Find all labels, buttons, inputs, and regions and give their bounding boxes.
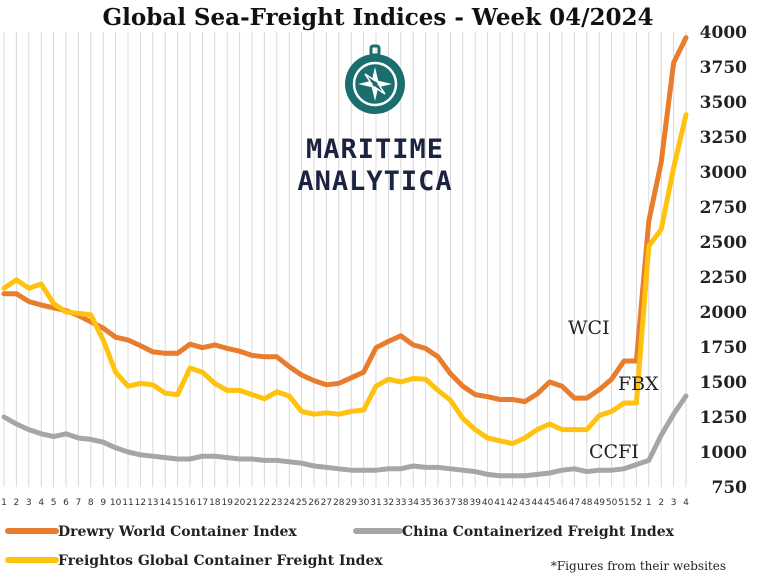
- logo-line-2: ANALYTICA: [297, 166, 452, 197]
- series-lines: [1, 35, 689, 479]
- x-tick-label: 30: [358, 498, 370, 508]
- x-tick-label: 38: [457, 498, 469, 508]
- x-tick-label: 44: [531, 498, 543, 508]
- x-tick-label: 11: [122, 498, 133, 508]
- x-tick-label: 16: [184, 498, 196, 508]
- x-tick-label: 2: [14, 498, 20, 508]
- x-tick-label: 17: [197, 498, 208, 508]
- series-line-fbx: [1, 112, 689, 447]
- logo-line-1: MARITIME: [306, 134, 444, 165]
- legend-label-ccfi: China Containerized Freight Index: [402, 524, 675, 540]
- x-tick-label: 8: [88, 498, 94, 508]
- x-tick-label: 3: [26, 498, 32, 508]
- legend-item-wci: Drewry World Container Index: [5, 524, 297, 540]
- x-tick-label: 7: [76, 498, 82, 508]
- vertical-gridlines: [3, 32, 687, 487]
- y-tick-label: 2000: [700, 303, 747, 323]
- x-tick-label: 9: [100, 498, 106, 508]
- series-label-ccfi: CCFI: [589, 441, 639, 463]
- x-tick-label: 43: [519, 498, 530, 508]
- x-tick-label: 4: [683, 498, 689, 508]
- x-tick-label: 27: [321, 498, 332, 508]
- legend: Drewry World Container Index China Conta…: [5, 524, 675, 569]
- x-tick-label: 39: [469, 498, 481, 508]
- maritime-analytica-logo: MARITIME ANALYTICA: [297, 44, 452, 197]
- y-tick-label: 1250: [700, 408, 747, 428]
- x-tick-label: 18: [209, 498, 221, 508]
- x-tick-label: 14: [159, 498, 171, 508]
- legend-label-fbx: Freightos Global Container Freight Index: [58, 553, 383, 569]
- x-tick-label: 25: [296, 498, 307, 508]
- x-tick-label: 1: [646, 498, 652, 508]
- x-tick-label: 1: [1, 498, 7, 508]
- x-tick-label: 13: [147, 498, 158, 508]
- y-tick-label: 3000: [700, 163, 747, 183]
- x-tick-label: 29: [345, 498, 357, 508]
- x-tick-label: 33: [395, 498, 406, 508]
- x-tick-label: 51: [618, 498, 629, 508]
- x-tick-label: 23: [271, 498, 282, 508]
- series-label-wci: WCI: [568, 317, 610, 339]
- x-tick-label: 5: [51, 498, 57, 508]
- x-tick-label: 22: [259, 498, 270, 508]
- x-tick-label: 34: [407, 498, 419, 508]
- y-tick-label: 1000: [700, 443, 747, 463]
- x-tick-label: 36: [432, 498, 444, 508]
- x-tick-label: 41: [494, 498, 505, 508]
- x-tick-label: 12: [135, 498, 146, 508]
- x-tick-label: 19: [221, 498, 233, 508]
- x-tick-label: 15: [172, 498, 183, 508]
- x-tick-label: 40: [482, 498, 494, 508]
- y-tick-label: 2750: [700, 198, 747, 218]
- y-tick-label: 3750: [700, 58, 747, 78]
- x-tick-label: 35: [420, 498, 431, 508]
- y-tick-label: 1750: [700, 338, 747, 358]
- series-label-fbx: FBX: [618, 373, 659, 395]
- compass-icon: [345, 44, 405, 114]
- footnote: *Figures from their websites: [551, 559, 726, 573]
- chart-title: Global Sea-Freight Indices - Week 04/202…: [102, 4, 653, 31]
- legend-item-fbx: Freightos Global Container Freight Index: [5, 553, 383, 569]
- x-tick-label: 50: [606, 498, 618, 508]
- x-tick-label: 20: [234, 498, 246, 508]
- x-tick-label: 28: [333, 498, 345, 508]
- series-line-ccfi: [1, 393, 689, 479]
- x-tick-label: 47: [569, 498, 580, 508]
- y-tick-label: 750: [712, 478, 748, 498]
- y-axis-ticks: 750 1000 1250 1500 1750 2000 2250 2500 2750 3000 3…: [700, 23, 747, 498]
- x-tick-label: 46: [556, 498, 568, 508]
- x-tick-label: 2: [658, 498, 664, 508]
- y-tick-label: 1500: [700, 373, 747, 393]
- y-tick-label: 4000: [700, 23, 747, 43]
- y-tick-label: 3250: [700, 128, 747, 148]
- x-tick-label: 52: [631, 498, 642, 508]
- x-tick-label: 10: [110, 498, 122, 508]
- x-tick-label: 6: [63, 498, 69, 508]
- x-tick-label: 4: [38, 498, 44, 508]
- x-tick-label: 21: [246, 498, 257, 508]
- x-axis-ticks: 1 2 3 4 5 6 7 8 9 10 11 12 13 14 15 16 17 18 19 20 21 22 23 24 2…: [1, 498, 689, 508]
- legend-label-wci: Drewry World Container Index: [58, 524, 297, 540]
- x-tick-label: 32: [383, 498, 394, 508]
- x-tick-label: 24: [283, 498, 295, 508]
- x-tick-label: 26: [308, 498, 320, 508]
- y-tick-label: 3500: [700, 93, 747, 113]
- x-tick-label: 45: [544, 498, 555, 508]
- y-tick-label: 2250: [700, 268, 747, 288]
- x-tick-label: 37: [445, 498, 456, 508]
- y-tick-label: 2500: [700, 233, 747, 253]
- x-tick-label: 49: [593, 498, 605, 508]
- series-line-wci: [1, 35, 689, 405]
- x-tick-label: 31: [370, 498, 381, 508]
- x-tick-label: 3: [671, 498, 677, 508]
- x-tick-label: 48: [581, 498, 593, 508]
- x-tick-label: 42: [507, 498, 518, 508]
- legend-item-ccfi: China Containerized Freight Index: [353, 524, 675, 540]
